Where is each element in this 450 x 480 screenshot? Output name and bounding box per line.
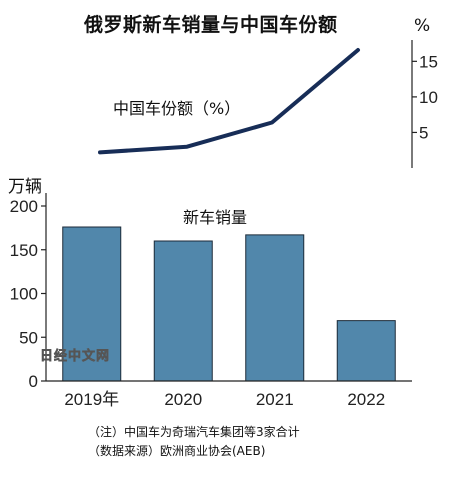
line-axis-unit: %	[414, 16, 431, 36]
bar-y-tick-label: 50	[19, 328, 38, 347]
bar-series-label: 新车销量	[183, 208, 248, 227]
line-y-tick-label: 15	[419, 52, 438, 71]
bar-y-tick-label: 100	[10, 285, 38, 304]
bar-y-tick-label: 0	[29, 372, 38, 391]
bar-y-tick-label: 150	[10, 241, 38, 260]
x-tick-label: 2019年	[64, 390, 119, 409]
x-tick-label: 2021	[256, 390, 294, 409]
watermark-logo: 日经中文网	[40, 349, 111, 365]
bar-axis-unit: 万辆	[8, 177, 42, 197]
bar	[153, 240, 213, 382]
line-y-tick-label: 5	[419, 123, 428, 142]
footnote: （注）中国车为奇瑞汽车集团等3家合计	[88, 425, 300, 439]
line-series-label: 中国车份额（%）	[113, 99, 241, 118]
bar	[336, 320, 396, 382]
share-line	[98, 48, 360, 155]
bar	[245, 234, 305, 382]
source-note: （数据来源）欧洲商业协会(AEB)	[88, 444, 266, 458]
bar-y-tick-label: 200	[10, 197, 38, 216]
x-tick-label: 2022	[347, 390, 385, 409]
chart-title: 俄罗斯新车销量与中国车份额	[84, 14, 338, 36]
line-y-tick-label: 10	[419, 88, 438, 107]
x-tick-label: 2020	[164, 390, 202, 409]
